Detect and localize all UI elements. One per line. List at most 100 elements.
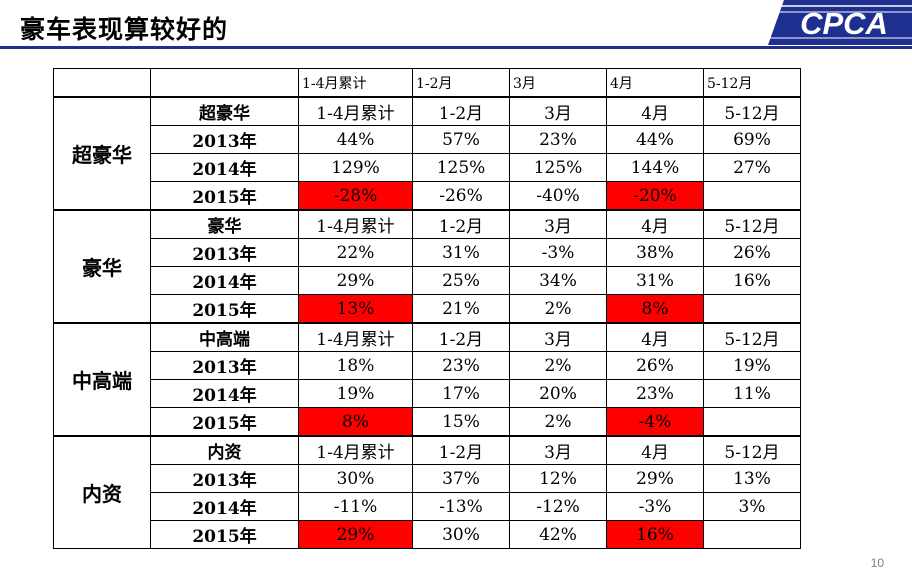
table-row: 2015年 29% 30% 42% 16% [54, 520, 801, 549]
value-cell: 12% [509, 464, 607, 493]
value-cell: -13% [412, 492, 510, 521]
cpca-logo: CPCA [768, 0, 912, 45]
table-row: 2013年 44% 57% 23% 44% 69% [54, 125, 801, 154]
value-cell: 2% [509, 351, 607, 380]
header-row: 1-4月累计 1-2月 3月 4月 5-12月 [53, 68, 801, 98]
subheader-cell: 5-12月 [703, 322, 801, 352]
page-number: 10 [870, 556, 884, 570]
subheader-cell: 1-4月累计 [298, 435, 413, 465]
subheader-cell: 1-4月累计 [298, 322, 413, 352]
value-cell: 20% [509, 379, 607, 408]
year-label: 2013年 [150, 238, 299, 267]
subheader-cell: 5-12月 [703, 96, 801, 126]
growth-table: 1-4月累计 1-2月 3月 4月 5-12月 超豪华 超豪华 1-4月累计 1-2月 3月 4月 5… [53, 68, 801, 549]
year-label: 2015年 [150, 294, 299, 324]
value-cell: 38% [606, 238, 704, 267]
group-label: 中高端 [53, 322, 151, 437]
value-cell: 30% [412, 520, 510, 549]
value-cell: -3% [606, 492, 704, 521]
value-cell: 3% [703, 492, 801, 521]
year-label: 2014年 [150, 266, 299, 295]
table-row: 2013年 30% 37% 12% 29% 13% [54, 464, 801, 493]
value-cell [703, 407, 801, 437]
subheader-row: 内资 内资 1-4月累计 1-2月 3月 4月 5-12月 [53, 435, 801, 549]
column-header [150, 68, 299, 98]
group-label: 内资 [53, 435, 151, 549]
value-cell: 25% [412, 266, 510, 295]
subheader-cell: 3月 [509, 322, 607, 352]
year-label: 2013年 [150, 351, 299, 380]
table-row: 2015年 8% 15% 2% -4% [54, 407, 801, 437]
value-cell: 21% [412, 294, 510, 324]
highlighted-cell: -20% [606, 181, 704, 211]
value-cell [703, 294, 801, 324]
subheader-label: 内资 [150, 435, 299, 465]
value-cell: 23% [509, 125, 607, 154]
subheader-cell: 1-2月 [412, 209, 510, 239]
year-label: 2013年 [150, 464, 299, 493]
subheader-cell: 3月 [509, 435, 607, 465]
value-cell: 31% [412, 238, 510, 267]
table-row: 2013年 18% 23% 2% 26% 19% [54, 351, 801, 380]
column-header: 3月 [509, 68, 607, 98]
subheader-cell: 1-4月累计 [298, 96, 413, 126]
year-label: 2014年 [150, 492, 299, 521]
subheader-cell: 4月 [606, 322, 704, 352]
value-cell: 19% [298, 379, 413, 408]
value-cell [703, 181, 801, 211]
subheader-cell: 4月 [606, 435, 704, 465]
value-cell: 125% [509, 153, 607, 182]
value-cell: 44% [606, 125, 704, 154]
value-cell: 37% [412, 464, 510, 493]
year-label: 2013年 [150, 125, 299, 154]
subheader-label: 豪华 [150, 209, 299, 239]
subheader-cell: 5-12月 [703, 435, 801, 465]
table-row: 2014年 29% 25% 34% 31% 16% [54, 266, 801, 295]
subheader-row: 中高端 中高端 1-4月累计 1-2月 3月 4月 5-12月 [53, 322, 801, 437]
value-cell: 11% [703, 379, 801, 408]
value-cell: 26% [703, 238, 801, 267]
highlighted-cell: 13% [298, 294, 413, 324]
highlighted-cell: 29% [298, 520, 413, 549]
subheader-cell: 1-4月累计 [298, 209, 413, 239]
highlighted-cell: -4% [606, 407, 704, 437]
value-cell: 13% [703, 464, 801, 493]
value-cell: 44% [298, 125, 413, 154]
column-header [53, 68, 151, 98]
table-row: 2014年 129% 125% 125% 144% 27% [54, 153, 801, 182]
table-row: 2013年 22% 31% -3% 38% 26% [54, 238, 801, 267]
title-underline [0, 46, 912, 49]
value-cell: 2% [509, 407, 607, 437]
value-cell: 23% [412, 351, 510, 380]
value-cell: 26% [606, 351, 704, 380]
value-cell: 125% [412, 153, 510, 182]
value-cell: -3% [509, 238, 607, 267]
subheader-label: 超豪华 [150, 96, 299, 126]
subheader-cell: 3月 [509, 96, 607, 126]
value-cell: 42% [509, 520, 607, 549]
value-cell: -26% [412, 181, 510, 211]
page-title: 豪车表现算较好的 [20, 15, 229, 44]
highlighted-cell: 8% [298, 407, 413, 437]
subheader-row: 豪华 豪华 1-4月累计 1-2月 3月 4月 5-12月 [53, 209, 801, 324]
table-row: 2014年 -11% -13% -12% -3% 3% [54, 492, 801, 521]
group-label: 豪华 [53, 209, 151, 324]
subheader-cell: 4月 [606, 96, 704, 126]
subheader-cell: 1-2月 [412, 322, 510, 352]
svg-text:CPCA: CPCA [800, 6, 888, 41]
highlighted-cell: -28% [298, 181, 413, 211]
subheader-cell: 3月 [509, 209, 607, 239]
value-cell: 57% [412, 125, 510, 154]
subheader-cell: 4月 [606, 209, 704, 239]
value-cell: 34% [509, 266, 607, 295]
value-cell: 129% [298, 153, 413, 182]
value-cell: -11% [298, 492, 413, 521]
highlighted-cell: 16% [606, 520, 704, 549]
column-header: 1-4月累计 [298, 68, 413, 98]
subheader-label: 中高端 [150, 322, 299, 352]
value-cell: 19% [703, 351, 801, 380]
table-row: 2015年 13% 21% 2% 8% [54, 294, 801, 324]
value-cell: 18% [298, 351, 413, 380]
highlighted-cell: 8% [606, 294, 704, 324]
value-cell: 30% [298, 464, 413, 493]
